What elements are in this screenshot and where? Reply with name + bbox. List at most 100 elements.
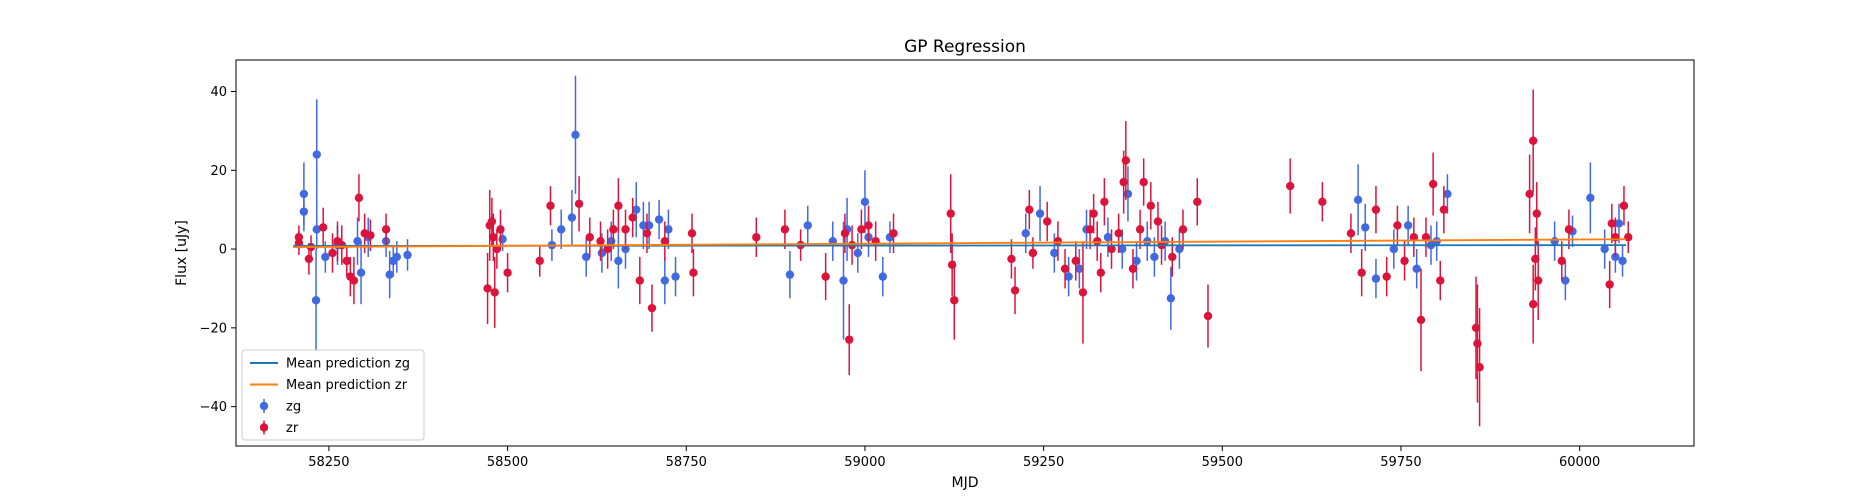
- zr-point-60: [1071, 256, 1080, 266]
- zg-point-62: [1412, 264, 1421, 273]
- zr-point-104: [1557, 256, 1566, 266]
- zg-point-66: [1550, 236, 1559, 246]
- series-zr: [294, 89, 1633, 427]
- zg-point-73: [1618, 256, 1627, 266]
- zg-point-55: [1166, 294, 1176, 303]
- data-layer: [293, 75, 1633, 427]
- zg-point-42: [1021, 229, 1030, 238]
- zr-point-93: [1436, 276, 1445, 285]
- y-axis-label: Flux [uJy]: [174, 220, 190, 286]
- zg-point-7: [353, 236, 362, 246]
- zr-point-53: [1007, 254, 1016, 264]
- zr-point-30: [614, 201, 623, 210]
- zg-point-43: [1035, 209, 1045, 218]
- zr-point-35: [647, 303, 657, 313]
- x-tick-label-60000: 60000: [1559, 455, 1600, 470]
- y-tick-label-0: 0: [219, 243, 227, 258]
- zr-point-105: [1564, 225, 1574, 234]
- zr-point-103: [1531, 254, 1540, 264]
- legend-handle-3: [259, 423, 269, 432]
- zr-point-80: [1203, 311, 1213, 321]
- zr-point-37: [687, 229, 697, 238]
- zg-point-15: [498, 235, 507, 244]
- zg-point-27: [644, 221, 654, 230]
- zr-point-57: [1042, 217, 1052, 226]
- zr-point-25: [574, 199, 584, 208]
- zr-point-54: [1010, 286, 1020, 295]
- zg-point-20: [582, 252, 591, 262]
- zr-point-94: [1439, 205, 1449, 214]
- zr-point-102: [1533, 276, 1543, 285]
- zr-point-21: [496, 225, 505, 234]
- zr-point-110: [1624, 233, 1633, 242]
- zg-point-17: [556, 225, 566, 234]
- zr-point-20: [492, 244, 502, 254]
- zr-point-106: [1607, 219, 1617, 228]
- zr-point-92: [1428, 179, 1438, 189]
- legend-label-2: zg: [286, 400, 301, 415]
- y-tick-label--40: −40: [200, 400, 227, 415]
- zg-point-61: [1403, 221, 1413, 230]
- zr-point-10: [349, 276, 359, 285]
- zr-point-86: [1382, 272, 1391, 281]
- zr-point-27: [596, 236, 605, 246]
- zr-point-84: [1357, 268, 1366, 277]
- zr-point-88: [1400, 256, 1409, 266]
- zr-point-69: [1119, 177, 1128, 187]
- zr-point-64: [1093, 236, 1102, 246]
- zr-point-91: [1421, 233, 1431, 242]
- zg-point-19: [571, 130, 580, 140]
- zg-point-49: [1118, 244, 1127, 254]
- zr-point-67: [1107, 244, 1116, 254]
- zr-point-87: [1393, 221, 1402, 230]
- zg-point-13: [392, 252, 402, 262]
- zr-point-97: [1475, 363, 1484, 372]
- zg-point-72: [1614, 219, 1624, 228]
- zg-point-46: [1075, 264, 1084, 273]
- zr-point-44: [845, 335, 854, 344]
- ticks-layer: 58250 58500 58750 59000 59250 59500 59750 60000…: [200, 85, 1601, 470]
- zr-point-51: [947, 260, 957, 270]
- legend-label-3: zr: [286, 421, 299, 436]
- x-tick-label-59500: 59500: [1202, 455, 1243, 470]
- zg-point-1: [299, 207, 309, 216]
- zg-point-45: [1064, 272, 1073, 281]
- zg-point-59: [1371, 274, 1381, 283]
- zr-point-13: [366, 231, 375, 240]
- zr-point-81: [1285, 181, 1295, 191]
- zr-point-58: [1053, 236, 1063, 246]
- zr-point-50: [946, 209, 955, 218]
- zr-point-34: [642, 229, 652, 238]
- zg-point-31: [671, 272, 680, 281]
- zg-point-50: [1123, 189, 1133, 199]
- zr-point-22: [503, 268, 512, 277]
- zr-point-23: [535, 256, 544, 266]
- y-tick-label-40: 40: [210, 85, 227, 100]
- zr-point-78: [1178, 225, 1188, 234]
- zr-point-107: [1605, 280, 1614, 289]
- zr-point-65: [1096, 268, 1105, 277]
- zr-point-18: [489, 233, 498, 242]
- zr-point-19: [490, 288, 499, 297]
- zg-point-53: [1150, 252, 1159, 262]
- zg-point-23: [614, 256, 623, 266]
- x-axis-label: MJD: [952, 475, 979, 491]
- zr-point-55: [1025, 205, 1034, 214]
- zg-point-18: [567, 213, 577, 222]
- zg-point-56: [1175, 244, 1184, 254]
- x-tick-label-58250: 58250: [308, 455, 349, 470]
- zg-point-5: [321, 252, 330, 262]
- zr-point-62: [1085, 225, 1095, 234]
- zr-point-109: [1619, 201, 1629, 210]
- zg-point-48: [1103, 233, 1113, 242]
- zr-point-71: [1128, 264, 1138, 273]
- zg-point-44: [1050, 248, 1059, 258]
- zg-point-65: [1443, 189, 1452, 199]
- zr-point-29: [609, 225, 618, 234]
- zg-point-2: [312, 150, 321, 159]
- x-tick-label-59250: 59250: [1023, 455, 1064, 470]
- x-tick-label-58750: 58750: [666, 455, 707, 470]
- zr-point-39: [752, 233, 761, 242]
- zr-point-52: [950, 296, 959, 305]
- chart-title: GP Regression: [904, 37, 1026, 57]
